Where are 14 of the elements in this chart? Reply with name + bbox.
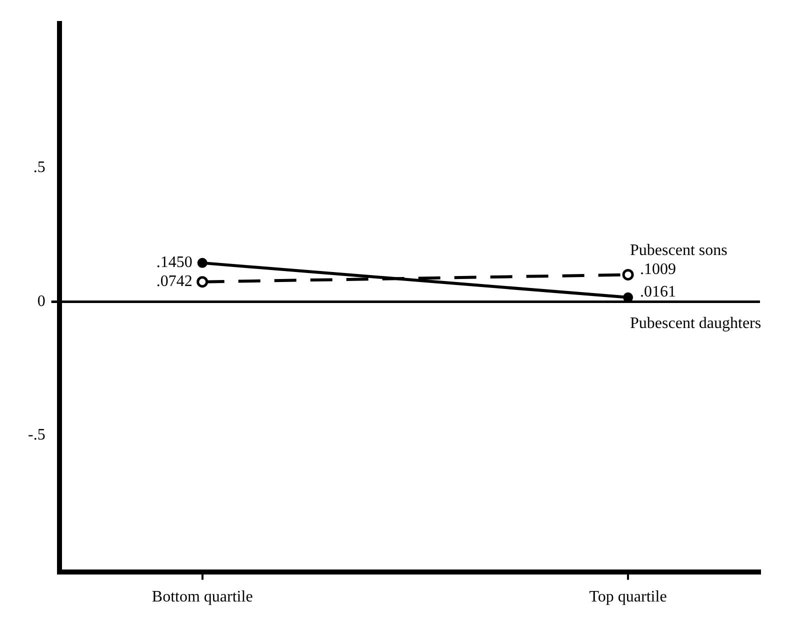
- x-tick-label: Top quartile: [589, 588, 667, 606]
- point: [622, 268, 634, 280]
- data-label: .0742: [156, 273, 192, 290]
- x-tick-label: Bottom quartile: [152, 588, 253, 606]
- data-label: .1009: [640, 260, 676, 278]
- point: [197, 258, 208, 268]
- data-label: .0161: [640, 284, 676, 301]
- y-tick-label: 0: [37, 292, 46, 310]
- series-label: Pubescent daughters: [630, 314, 762, 332]
- y-tick-label: .5: [33, 159, 46, 176]
- data-label: .1450: [156, 254, 192, 272]
- series-label: Pubescent sons: [630, 242, 728, 259]
- y-tick-label: -.5: [28, 426, 46, 444]
- point: [196, 276, 208, 288]
